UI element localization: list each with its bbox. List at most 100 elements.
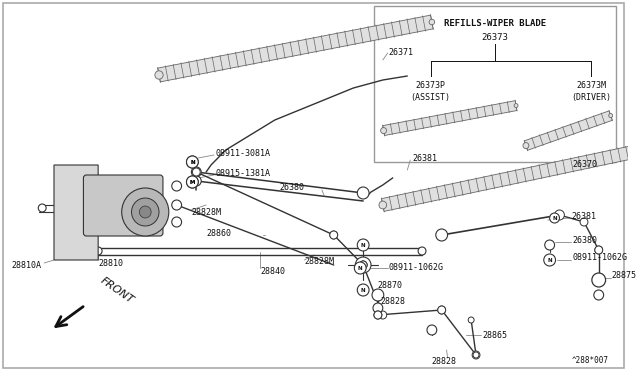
Text: 28865: 28865 (483, 330, 508, 340)
Circle shape (355, 262, 366, 274)
Polygon shape (381, 144, 640, 211)
Text: 28828M: 28828M (191, 208, 221, 217)
Text: FRONT: FRONT (98, 275, 135, 305)
Circle shape (172, 217, 182, 227)
Text: N: N (361, 243, 365, 247)
Text: ^288*007: ^288*007 (572, 356, 609, 365)
Circle shape (357, 187, 369, 199)
Circle shape (473, 352, 479, 358)
Circle shape (355, 257, 371, 273)
Circle shape (379, 201, 387, 209)
Text: 26373: 26373 (481, 33, 508, 42)
Circle shape (472, 351, 480, 359)
Polygon shape (157, 15, 433, 82)
Circle shape (173, 201, 180, 209)
Circle shape (191, 176, 201, 186)
Circle shape (191, 167, 201, 177)
Circle shape (374, 311, 382, 319)
Circle shape (418, 247, 426, 255)
Circle shape (592, 273, 605, 287)
Circle shape (438, 306, 445, 314)
Circle shape (374, 311, 382, 319)
Circle shape (330, 231, 338, 239)
Text: REFILLS-WIPER BLADE: REFILLS-WIPER BLADE (444, 19, 546, 28)
Text: 08911-1062G: 08911-1062G (388, 263, 444, 273)
Circle shape (186, 176, 198, 188)
FancyBboxPatch shape (83, 175, 163, 236)
Circle shape (357, 239, 369, 251)
Text: 26380: 26380 (280, 183, 305, 192)
Text: 26381: 26381 (412, 154, 437, 163)
Circle shape (94, 247, 102, 255)
Circle shape (373, 303, 383, 313)
Circle shape (140, 206, 151, 218)
Text: (DRIVER): (DRIVER) (571, 93, 611, 102)
Circle shape (172, 200, 182, 210)
Circle shape (193, 168, 200, 176)
Text: M: M (189, 180, 195, 185)
Circle shape (38, 204, 46, 212)
Text: N: N (547, 257, 552, 263)
Circle shape (609, 113, 612, 118)
Text: 08911-1062G: 08911-1062G (572, 253, 627, 263)
Circle shape (186, 156, 198, 168)
Text: N: N (190, 160, 195, 164)
FancyBboxPatch shape (374, 6, 616, 162)
Text: N: N (552, 215, 557, 221)
Polygon shape (383, 101, 517, 135)
Circle shape (545, 240, 555, 250)
Text: 28875: 28875 (611, 272, 637, 280)
Circle shape (438, 306, 445, 314)
Text: 08911-3081A: 08911-3081A (216, 148, 271, 157)
Circle shape (357, 284, 369, 296)
Circle shape (132, 198, 159, 226)
Circle shape (436, 230, 447, 240)
Text: 26370: 26370 (572, 160, 597, 169)
Text: 26381: 26381 (572, 212, 596, 221)
Circle shape (359, 261, 367, 269)
Circle shape (436, 229, 447, 241)
Text: N: N (358, 266, 362, 270)
Text: 08915-1381A: 08915-1381A (216, 169, 271, 177)
Circle shape (594, 290, 604, 300)
Circle shape (544, 254, 556, 266)
Circle shape (595, 246, 603, 254)
Circle shape (372, 289, 384, 301)
Circle shape (381, 128, 387, 134)
Circle shape (550, 213, 559, 223)
Circle shape (359, 261, 367, 269)
Circle shape (186, 156, 198, 168)
Text: 28860: 28860 (206, 228, 231, 237)
Text: N: N (190, 160, 195, 164)
Circle shape (172, 181, 182, 191)
Text: 28828M: 28828M (304, 257, 334, 266)
Text: N: N (361, 288, 365, 292)
Text: 26380: 26380 (572, 235, 597, 244)
Circle shape (186, 176, 198, 188)
Text: (ASSIST): (ASSIST) (411, 93, 451, 102)
Circle shape (580, 218, 588, 226)
Circle shape (429, 19, 435, 25)
Circle shape (427, 325, 436, 335)
Circle shape (330, 231, 338, 239)
Text: 28828: 28828 (432, 357, 457, 366)
Circle shape (523, 142, 529, 148)
Text: 26371: 26371 (388, 48, 413, 57)
Circle shape (514, 103, 518, 108)
Circle shape (122, 188, 169, 236)
Text: 28810: 28810 (98, 259, 123, 267)
Circle shape (468, 317, 474, 323)
Text: 28840: 28840 (260, 267, 285, 276)
Text: 28810A: 28810A (12, 260, 42, 269)
Polygon shape (524, 111, 612, 150)
Circle shape (595, 246, 603, 254)
Polygon shape (54, 165, 98, 260)
Circle shape (595, 276, 603, 284)
Circle shape (379, 311, 387, 319)
Circle shape (155, 71, 163, 79)
Circle shape (359, 261, 367, 269)
Text: 28828: 28828 (381, 298, 406, 307)
Circle shape (555, 210, 564, 220)
Text: 28870: 28870 (378, 280, 403, 289)
Text: M: M (189, 180, 195, 185)
